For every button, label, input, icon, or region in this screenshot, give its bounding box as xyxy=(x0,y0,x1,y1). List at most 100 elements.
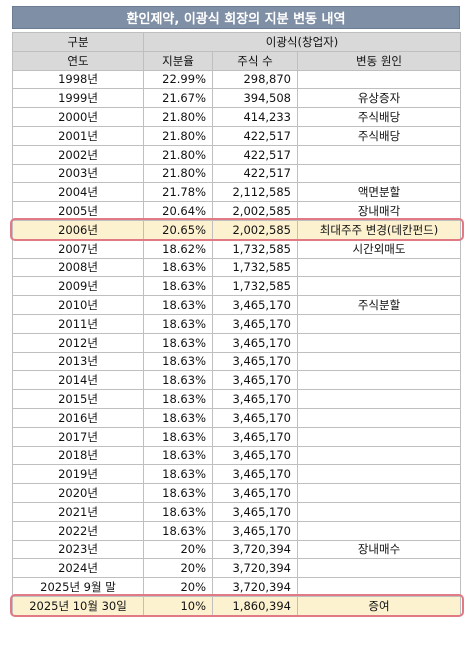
row-shares-cell: 3,720,394 xyxy=(212,558,298,579)
row-reason-cell xyxy=(297,313,461,334)
row-ratio-cell: 18.63% xyxy=(143,351,213,372)
row-ratio-cell: 18.63% xyxy=(143,370,213,391)
row-shares-cell: 3,465,170 xyxy=(212,426,298,447)
row-reason-cell: 증여 xyxy=(297,595,461,616)
row-ratio-cell: 18.63% xyxy=(143,464,213,485)
header-row-group: 구분 이광식(창업자) xyxy=(12,32,461,52)
table-row: 2017년 18.63% 3,465,170 xyxy=(12,426,461,447)
row-reason-cell xyxy=(297,389,461,409)
row-shares-cell: 3,465,170 xyxy=(212,464,298,485)
header-group-label: 구분 xyxy=(12,32,144,52)
row-ratio-cell: 18.63% xyxy=(143,483,213,503)
row-shares-cell: 1,732,585 xyxy=(212,276,298,297)
header-ratio: 지분율 xyxy=(143,50,213,71)
header-reason: 변동 원인 xyxy=(297,50,461,71)
row-year-cell: 2020년 xyxy=(12,483,144,503)
row-ratio-cell: 21.80% xyxy=(143,163,213,184)
row-shares-cell: 3,465,170 xyxy=(212,370,298,391)
table-row: 2003년 21.80% 422,517 xyxy=(12,163,461,184)
row-shares-cell: 2,002,585 xyxy=(212,201,298,221)
row-ratio-cell: 20% xyxy=(143,577,213,597)
table-row: 2021년 18.63% 3,465,170 xyxy=(12,501,461,522)
row-year-cell: 2010년 xyxy=(12,295,144,315)
row-reason-cell xyxy=(297,69,461,90)
row-shares-cell: 422,517 xyxy=(212,144,298,165)
table-row: 2022년 18.63% 3,465,170 xyxy=(12,520,461,541)
row-year-cell: 2008년 xyxy=(12,257,144,278)
table-row: 2013년 18.63% 3,465,170 xyxy=(12,351,461,372)
row-year-cell: 2004년 xyxy=(12,182,144,203)
table-row: 2015년 18.63% 3,465,170 xyxy=(12,389,461,409)
header-shares: 주식 수 xyxy=(212,50,298,71)
row-year-cell: 1999년 xyxy=(12,88,144,109)
row-shares-cell: 3,465,170 xyxy=(212,407,298,428)
row-year-cell: 2017년 xyxy=(12,426,144,447)
row-reason-cell: 최대주주 변경(데칸펀드) xyxy=(297,219,461,240)
row-reason-cell xyxy=(297,501,461,522)
table-row: 2018년 18.63% 3,465,170 xyxy=(12,445,461,466)
row-shares-cell: 298,870 xyxy=(212,69,298,90)
table-row: 1998년 22.99% 298,870 xyxy=(12,69,461,90)
table-row: 2009년 18.63% 1,732,585 xyxy=(12,276,461,297)
row-ratio-cell: 18.63% xyxy=(143,501,213,522)
row-shares-cell: 3,720,394 xyxy=(212,577,298,597)
row-reason-cell xyxy=(297,464,461,485)
row-year-cell: 2006년 xyxy=(12,219,144,240)
row-ratio-cell: 21.67% xyxy=(143,88,213,109)
row-reason-cell: 유상증자 xyxy=(297,88,461,109)
row-year-cell: 2023년 xyxy=(12,539,144,560)
row-shares-cell: 1,732,585 xyxy=(212,257,298,278)
row-year-cell: 2011년 xyxy=(12,313,144,334)
row-shares-cell: 3,465,170 xyxy=(212,483,298,503)
row-reason-cell: 액면분할 xyxy=(297,182,461,203)
row-reason-cell xyxy=(297,558,461,579)
row-ratio-cell: 21.80% xyxy=(143,125,213,146)
row-year-cell: 2009년 xyxy=(12,276,144,297)
row-reason-cell xyxy=(297,163,461,184)
row-ratio-cell: 22.99% xyxy=(143,69,213,90)
row-year-cell: 2025년 9월 말 xyxy=(12,577,144,597)
table-row: 2016년 18.63% 3,465,170 xyxy=(12,407,461,428)
table-row: 2001년 21.80% 422,517 주식배당 xyxy=(12,125,461,146)
row-reason-cell xyxy=(297,257,461,278)
row-shares-cell: 1,860,394 xyxy=(212,595,298,616)
row-year-cell: 2012년 xyxy=(12,332,144,353)
row-ratio-cell: 18.63% xyxy=(143,389,213,409)
row-ratio-cell: 20.64% xyxy=(143,201,213,221)
row-year-cell: 2013년 xyxy=(12,351,144,372)
table-title: 환인제약, 이광식 회장의 지분 변동 내역 xyxy=(12,6,460,29)
row-ratio-cell: 21.80% xyxy=(143,144,213,165)
row-year-cell: 2025년 10월 30일 xyxy=(12,595,144,616)
row-reason-cell xyxy=(297,332,461,353)
row-reason-cell xyxy=(297,351,461,372)
row-year-cell: 2007년 xyxy=(12,238,144,259)
row-ratio-cell: 18.63% xyxy=(143,445,213,466)
row-ratio-cell: 21.78% xyxy=(143,182,213,203)
table-row: 2020년 18.63% 3,465,170 xyxy=(12,483,461,503)
table-body: 1998년 22.99% 298,870 1999년 21.67% 394,508 유상증자… xyxy=(12,69,461,616)
row-year-cell: 2016년 xyxy=(12,407,144,428)
row-shares-cell: 2,112,585 xyxy=(212,182,298,203)
row-year-cell: 2022년 xyxy=(12,520,144,541)
row-ratio-cell: 21.80% xyxy=(143,107,213,127)
row-shares-cell: 3,465,170 xyxy=(212,445,298,466)
stake-change-table: 구분 이광식(창업자) 연도 지분율 주식 수 변동 원인 1998년 22.99… xyxy=(12,32,461,616)
row-shares-cell: 2,002,585 xyxy=(212,219,298,240)
table-row: 2006년 20.65% 2,002,585 최대주주 변경(데칸펀드) xyxy=(12,219,461,240)
row-year-cell: 2019년 xyxy=(12,464,144,485)
table-row: 2012년 18.63% 3,465,170 xyxy=(12,332,461,353)
row-shares-cell: 394,508 xyxy=(212,88,298,109)
table-row: 2011년 18.63% 3,465,170 xyxy=(12,313,461,334)
row-shares-cell: 414,233 xyxy=(212,107,298,127)
row-shares-cell: 3,465,170 xyxy=(212,313,298,334)
table-row: 2014년 18.63% 3,465,170 xyxy=(12,370,461,391)
row-ratio-cell: 18.63% xyxy=(143,426,213,447)
row-ratio-cell: 18.62% xyxy=(143,238,213,259)
row-reason-cell: 주식배당 xyxy=(297,107,461,127)
row-reason-cell xyxy=(297,407,461,428)
row-reason-cell: 주식분할 xyxy=(297,295,461,315)
row-reason-cell xyxy=(297,276,461,297)
row-reason-cell xyxy=(297,577,461,597)
row-year-cell: 2024년 xyxy=(12,558,144,579)
header-row-columns: 연도 지분율 주식 수 변동 원인 xyxy=(12,50,461,71)
